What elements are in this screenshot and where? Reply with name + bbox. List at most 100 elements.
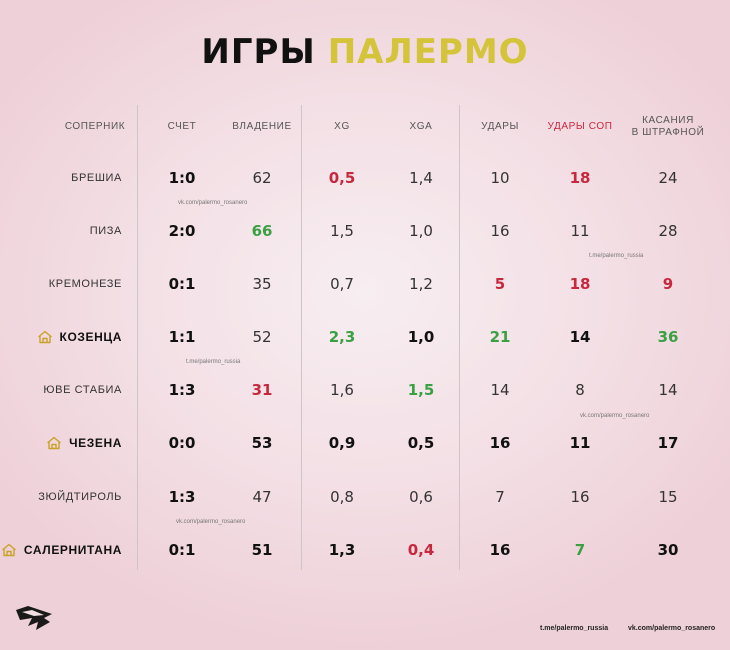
watermark: vk.com/palermo_rosanero bbox=[176, 519, 246, 525]
cell-score: 1:0 bbox=[168, 169, 196, 187]
title-part-2: ПАЛЕРМО bbox=[327, 32, 529, 72]
cell-xg: 1,6 bbox=[330, 381, 354, 399]
cell-shots-on-target: 11 bbox=[569, 434, 591, 452]
opponent-name: КОЗЕНЦА bbox=[59, 330, 122, 344]
cell-possession: 62 bbox=[252, 169, 272, 187]
cell-shots-on-target: 7 bbox=[574, 541, 586, 559]
cell-box-touches: 30 bbox=[657, 541, 679, 559]
footer-vk-link[interactable]: vk.com/palermo_rosanero bbox=[628, 625, 716, 632]
cell-shots: 7 bbox=[495, 488, 505, 506]
cell-shots-on-target: 8 bbox=[575, 381, 585, 399]
header-box-touches: КАСАНИЯ В ШТРАФНОЙ bbox=[626, 112, 710, 142]
cell-shots-on-target: 14 bbox=[569, 328, 591, 346]
opponent-name: БРЕШИА bbox=[71, 172, 122, 184]
column-divider bbox=[459, 105, 460, 570]
club-logo-icon bbox=[16, 606, 52, 630]
table-row: ЮВЕ СТАБИА 1:3 31 1,6 1,5 14 8 14 bbox=[0, 375, 730, 405]
header-shots-on-target: УДАРЫ СОП bbox=[547, 121, 613, 132]
table-row: ЗЮЙДТИРОЛЬ 1:3 47 0,8 0,6 7 16 15 bbox=[0, 482, 730, 512]
home-icon bbox=[37, 330, 52, 344]
opponent-name: ЮВЕ СТАБИА bbox=[43, 384, 122, 396]
page-title: ИГРЫ ПАЛЕРМО bbox=[0, 32, 730, 72]
cell-score: 2:0 bbox=[168, 222, 196, 240]
cell-shots-on-target: 18 bbox=[569, 275, 591, 293]
cell-possession: 47 bbox=[252, 488, 272, 506]
header-box-touches-line1: КАСАНИЯ bbox=[642, 115, 694, 126]
cell-shots: 21 bbox=[489, 328, 511, 346]
header-score: СЧЕТ bbox=[167, 121, 197, 132]
header-box-touches-line2: В ШТРАФНОЙ bbox=[631, 127, 705, 138]
cell-score: 1:3 bbox=[168, 381, 196, 399]
opponent-name: ЧЕЗЕНА bbox=[69, 436, 122, 450]
watermark: t.me/palermo_russia bbox=[589, 253, 644, 259]
cell-xga: 1,5 bbox=[407, 381, 435, 399]
opponent-name: ПИЗА bbox=[89, 225, 122, 237]
table-row: КОЗЕНЦА 1:1 52 2,3 1,0 21 14 36 bbox=[0, 322, 730, 352]
cell-shots: 16 bbox=[489, 434, 511, 452]
cell-possession: 51 bbox=[251, 541, 273, 559]
cell-xga: 1,4 bbox=[409, 169, 433, 187]
header-shots: УДАРЫ bbox=[481, 121, 519, 132]
cell-shots: 5 bbox=[494, 275, 506, 293]
cell-xga: 1,0 bbox=[407, 328, 435, 346]
footer-telegram-link[interactable]: t.me/palermo_russia bbox=[540, 625, 609, 632]
cell-score: 0:1 bbox=[168, 275, 196, 293]
cell-xg: 0,7 bbox=[330, 275, 354, 293]
cell-shots: 16 bbox=[489, 541, 511, 559]
cell-box-touches: 36 bbox=[657, 328, 679, 346]
opponent-cell: ЧЕЗЕНА bbox=[47, 428, 122, 458]
header-xg: XG bbox=[334, 121, 350, 132]
opponent-cell: КОЗЕНЦА bbox=[37, 322, 122, 352]
cell-xg: 0,8 bbox=[330, 488, 354, 506]
opponent-cell: БРЕШИА bbox=[71, 163, 122, 193]
cell-score: 1:3 bbox=[168, 488, 196, 506]
cell-xga: 0,5 bbox=[407, 434, 435, 452]
cell-xg: 1,3 bbox=[328, 541, 356, 559]
cell-possession: 31 bbox=[251, 381, 273, 399]
cell-possession: 53 bbox=[251, 434, 273, 452]
opponent-cell: ЗЮЙДТИРОЛЬ bbox=[38, 482, 122, 512]
cell-xg: 2,3 bbox=[328, 328, 356, 346]
header-opponent: СОПЕРНИК bbox=[64, 121, 126, 132]
column-divider bbox=[301, 105, 302, 570]
title-part-1: ИГРЫ bbox=[201, 32, 316, 72]
cell-shots-on-target: 16 bbox=[570, 488, 590, 506]
opponent-name: ЗЮЙДТИРОЛЬ bbox=[38, 491, 122, 503]
table-row: САЛЕРНИТАНА 0:1 51 1,3 0,4 16 7 30 bbox=[0, 535, 730, 565]
cell-xga: 0,4 bbox=[407, 541, 435, 559]
opponent-cell: ЮВЕ СТАБИА bbox=[43, 375, 122, 405]
opponent-cell: САЛЕРНИТАНА bbox=[2, 535, 122, 565]
home-icon bbox=[2, 543, 16, 557]
cell-shots-on-target: 11 bbox=[570, 222, 590, 240]
cell-box-touches: 9 bbox=[662, 275, 674, 293]
table-row: КРЕМОНЕЗЕ 0:1 35 0,7 1,2 5 18 9 bbox=[0, 269, 730, 299]
cell-possession: 66 bbox=[251, 222, 273, 240]
opponent-name: САЛЕРНИТАНА bbox=[23, 543, 122, 557]
watermark: vk.com/palermo_rosanero bbox=[580, 413, 650, 419]
cell-shots: 10 bbox=[490, 169, 510, 187]
header-possession: ВЛАДЕНИЕ bbox=[232, 121, 292, 132]
cell-box-touches: 14 bbox=[658, 381, 678, 399]
cell-box-touches: 17 bbox=[657, 434, 679, 452]
cell-shots-on-target: 18 bbox=[569, 169, 591, 187]
cell-box-touches: 28 bbox=[658, 222, 678, 240]
watermark: vk.com/palermo_rosanero bbox=[178, 200, 248, 206]
cell-score: 1:1 bbox=[168, 328, 196, 346]
opponent-name: КРЕМОНЕЗЕ bbox=[48, 278, 122, 290]
cell-xga: 0,6 bbox=[409, 488, 433, 506]
cell-possession: 35 bbox=[252, 275, 272, 293]
cell-xg: 0,5 bbox=[328, 169, 356, 187]
cell-xga: 1,0 bbox=[409, 222, 433, 240]
column-divider bbox=[137, 105, 138, 570]
opponent-cell: ПИЗА bbox=[90, 216, 122, 246]
opponent-cell: КРЕМОНЕЗЕ bbox=[49, 269, 122, 299]
table-row: ПИЗА 2:0 66 1,5 1,0 16 11 28 bbox=[0, 216, 730, 246]
cell-score: 0:1 bbox=[168, 541, 196, 559]
cell-box-touches: 15 bbox=[658, 488, 678, 506]
cell-possession: 52 bbox=[252, 328, 272, 346]
cell-box-touches: 24 bbox=[658, 169, 678, 187]
watermark: t.me/palermo_russia bbox=[186, 359, 241, 365]
header-xga: XGA bbox=[409, 121, 433, 132]
table-row: ЧЕЗЕНА 0:0 53 0,9 0,5 16 11 17 bbox=[0, 428, 730, 458]
table-row: БРЕШИА 1:0 62 0,5 1,4 10 18 24 bbox=[0, 163, 730, 193]
